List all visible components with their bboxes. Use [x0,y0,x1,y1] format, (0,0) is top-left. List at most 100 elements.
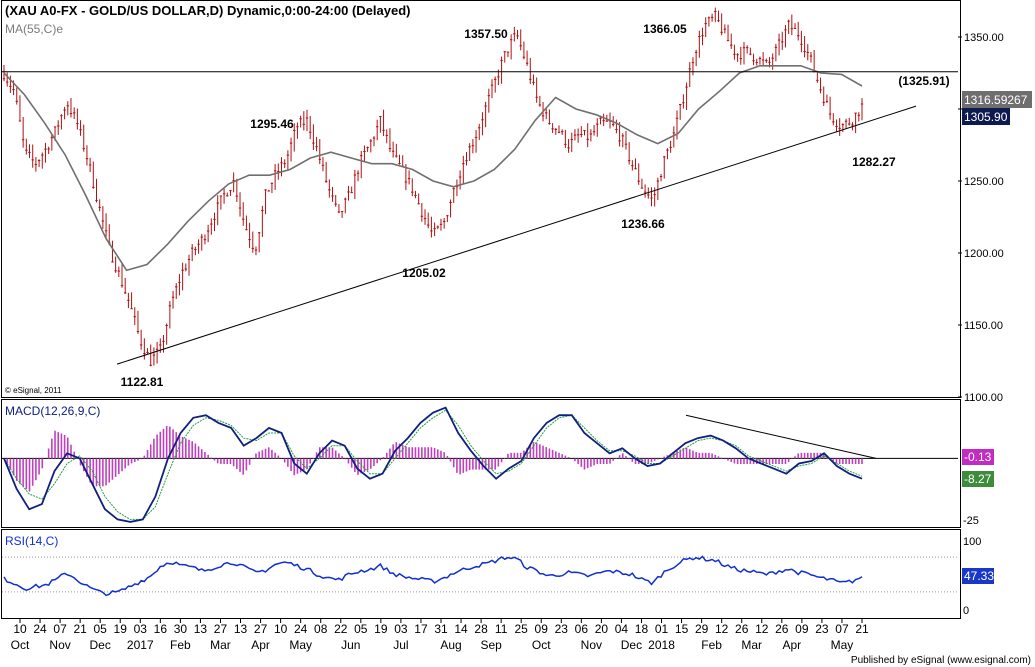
published-by: Published by eSignal (www.esignal.com) [851,655,1031,666]
x-day-label: 10 [13,622,27,636]
macd-main-line [3,406,863,523]
macd-value-badge [962,471,994,487]
x-day-label: 26 [735,622,749,636]
price-panel-frame [1,0,961,398]
x-day-label: 11 [495,622,508,636]
rsi-lines [2,555,958,597]
x-month-label: Apr [782,638,801,652]
price-axis: 1100.001150.001200.001250.001300.001350.… [958,32,1004,404]
x-month-label: Jun [341,638,360,652]
x-day-label: 07 [53,622,67,636]
x-month-label: Apr [251,638,270,652]
x-day-label: 31 [434,622,448,636]
x-month-label: Oct [11,638,30,652]
price-tick-label: 1350.00 [964,32,1004,44]
macd-trendline [685,414,877,459]
price-tick-label: 1200.00 [964,248,1004,260]
x-month-label: Nov [49,638,70,652]
x-day-label: 30 [174,622,188,636]
x-month-label: 2018 [648,638,675,652]
x-month-label: Feb [701,638,722,652]
x-day-label: 21 [73,622,87,636]
x-day-label: 29 [695,622,709,636]
rsi-value-badge [962,568,994,584]
x-month-label: Dec [90,638,111,652]
x-day-label: 19 [114,622,128,636]
x-month-label: Aug [440,638,461,652]
x-month-label: Mar [210,638,231,652]
ma-label: MA(55,C)e [5,22,63,36]
x-day-label: 03 [134,622,148,636]
x-day-label: 12 [755,622,769,636]
x-day-label: 28 [474,622,488,636]
support-trendline [116,105,917,365]
rsi-line [3,555,863,597]
x-month-label: Mar [741,638,762,652]
price-tick-label: 1250.00 [964,176,1004,188]
x-day-label: 27 [254,622,268,636]
x-day-label: 13 [194,622,208,636]
price-annotation: 1282.27 [852,155,896,169]
x-month-label: May [289,638,312,652]
x-day-label: 15 [675,622,689,636]
rsi-panel-frame [1,529,961,619]
x-day-label: 03 [394,622,408,636]
price-annotation: 1122.81 [121,375,164,389]
value-badges: 1316.59267 1305.90 -0.13 -8.27 -25 47.33… [962,91,1032,617]
macd-label: MACD(12,26,9,C) [5,404,100,418]
x-day-label: 18 [635,622,649,636]
x-day-label: 08 [314,622,328,636]
x-month-label: 2017 [127,638,154,652]
last-price-text: 1305.90 [964,110,1008,124]
x-day-label: 10 [274,622,288,636]
x-day-label: 09 [795,622,809,636]
macd-lines [3,406,877,523]
macd-axis-tick: -25 [963,515,979,527]
x-month-label: Oct [532,638,551,652]
x-axis: 10 24 07 21 05 19 03 16 30 13 27 13 27 10 24 08 22 05 19 03… [11,619,869,652]
x-day-label: 05 [94,622,108,636]
panel-frames [1,0,961,619]
ma-value-badge [962,91,1032,108]
x-day-label: 16 [154,622,168,636]
x-month-label: Feb [170,638,191,652]
price-candles [2,7,864,367]
x-day-label: 21 [855,622,869,636]
x-day-label: 17 [414,622,428,636]
rsi-value-text: 47.33 [964,569,994,583]
x-day-label: 25 [515,622,529,636]
ma55-polyline [3,65,863,272]
x-day-label: 09 [535,622,549,636]
copyright: © eSignal, 2011 [5,386,62,395]
x-day-label: 19 [374,622,388,636]
price-annotation: (1325.91) [898,74,949,88]
x-day-label: 23 [815,622,829,636]
last-price-badge [962,108,1010,125]
x-day-label: 06 [575,622,589,636]
x-month-label: Nov [581,638,602,652]
price-annotation: 1205.02 [402,266,446,280]
x-day-label: 01 [655,622,669,636]
x-day-label: 05 [354,622,368,636]
price-annotation: 1236.66 [621,217,665,231]
price-annotation: 1295.46 [250,117,294,131]
chart-title: (XAU A0-FX - GOLD/US DOLLAR,D) Dynamic,0… [5,3,410,18]
x-day-label: 22 [334,622,348,636]
x-day-label: 26 [775,622,789,636]
rsi-tick-100: 100 [963,536,981,548]
price-tick-label: 1150.00 [964,320,1003,332]
price-annotations: 1357.50 1366.05 1295.46 (1325.91) 1282.27 123… [121,22,950,389]
price-overlays [2,71,958,365]
x-month-label: Sep [480,638,502,652]
x-day-label: 04 [615,622,629,636]
macd-panel-frame [1,399,961,528]
ma-value-text: 1316.59267 [964,93,1028,107]
price-annotation: 1357.50 [464,27,508,41]
price-tick-label: 1100.00 [964,392,1003,404]
ma55-line [3,65,863,272]
x-month-label: May [831,638,854,652]
macd-value-text: -8.27 [964,472,992,486]
rsi-label: RSI(14,C) [5,534,58,548]
x-day-label: 24 [33,622,47,636]
